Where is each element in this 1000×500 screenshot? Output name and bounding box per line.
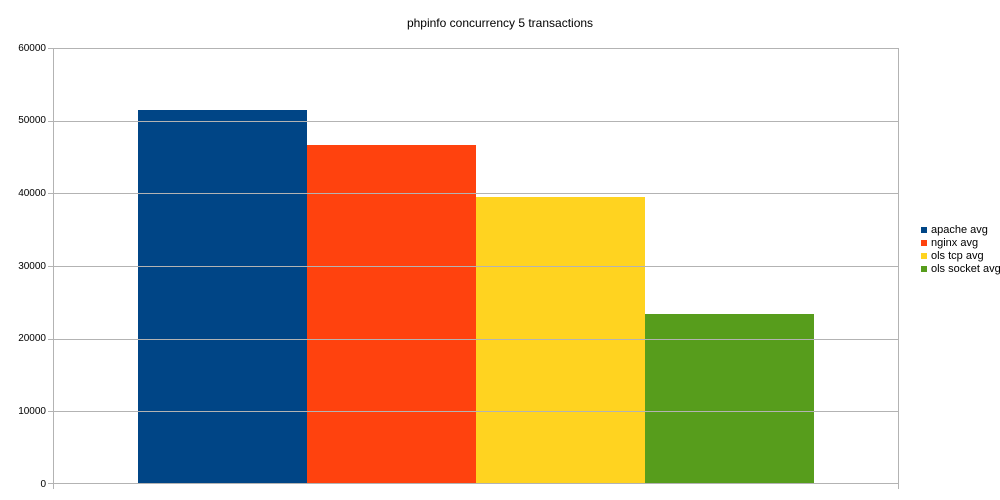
legend-swatch-icon [921,227,927,234]
x-tick-left [53,484,54,489]
y-tick [48,48,53,49]
y-tick [48,193,53,195]
gridline-50000 [54,120,898,122]
gridline-40000 [54,193,898,195]
y-tick [48,338,53,340]
y-tick [48,120,53,122]
legend-swatch-icon [921,265,927,272]
bar-apache-avg [138,110,307,483]
y-axis-label-0: 0 [40,478,46,490]
y-axis-label-20000: 20000 [18,333,46,345]
y-tick [48,411,53,413]
legend-swatch-icon [921,252,927,259]
y-axis-label-60000: 60000 [18,42,46,54]
bar-ols-socket-avg [645,313,814,483]
y-axis-label-30000: 30000 [18,260,46,272]
legend-item-ols-socket-avg: ols socket avg [921,262,1000,275]
y-tick [48,266,53,267]
legend: apache avg nginx avg ols tcp avg ols socket… [921,224,1000,275]
gridline-30000 [54,266,898,267]
x-tick-right [898,484,899,489]
legend-item-apache-avg: apache avg [921,224,1000,237]
legend-label: ols socket avg [931,262,1000,275]
gridline-20000 [54,338,898,340]
chart-title: phpinfo concurrency 5 transactions [406,16,594,30]
legend-swatch-icon [921,240,927,247]
legend-item-nginx-avg: nginx avg [921,237,1000,250]
y-axis-label-50000: 50000 [18,115,46,127]
legend-label: ols tcp avg [931,249,984,262]
y-axis-label-40000: 40000 [18,187,46,199]
legend-label: nginx avg [931,237,979,250]
bar-group [138,49,814,483]
bar-nginx-avg [307,145,476,483]
legend-label: apache avg [931,224,988,237]
plot-area [53,48,899,484]
y-tick [48,483,53,484]
bar-ols-tcp-avg [476,197,645,483]
legend-item-ols-tcp-avg: ols tcp avg [921,250,1000,263]
gridline-10000 [54,411,898,413]
y-axis-label-10000: 10000 [18,405,46,417]
